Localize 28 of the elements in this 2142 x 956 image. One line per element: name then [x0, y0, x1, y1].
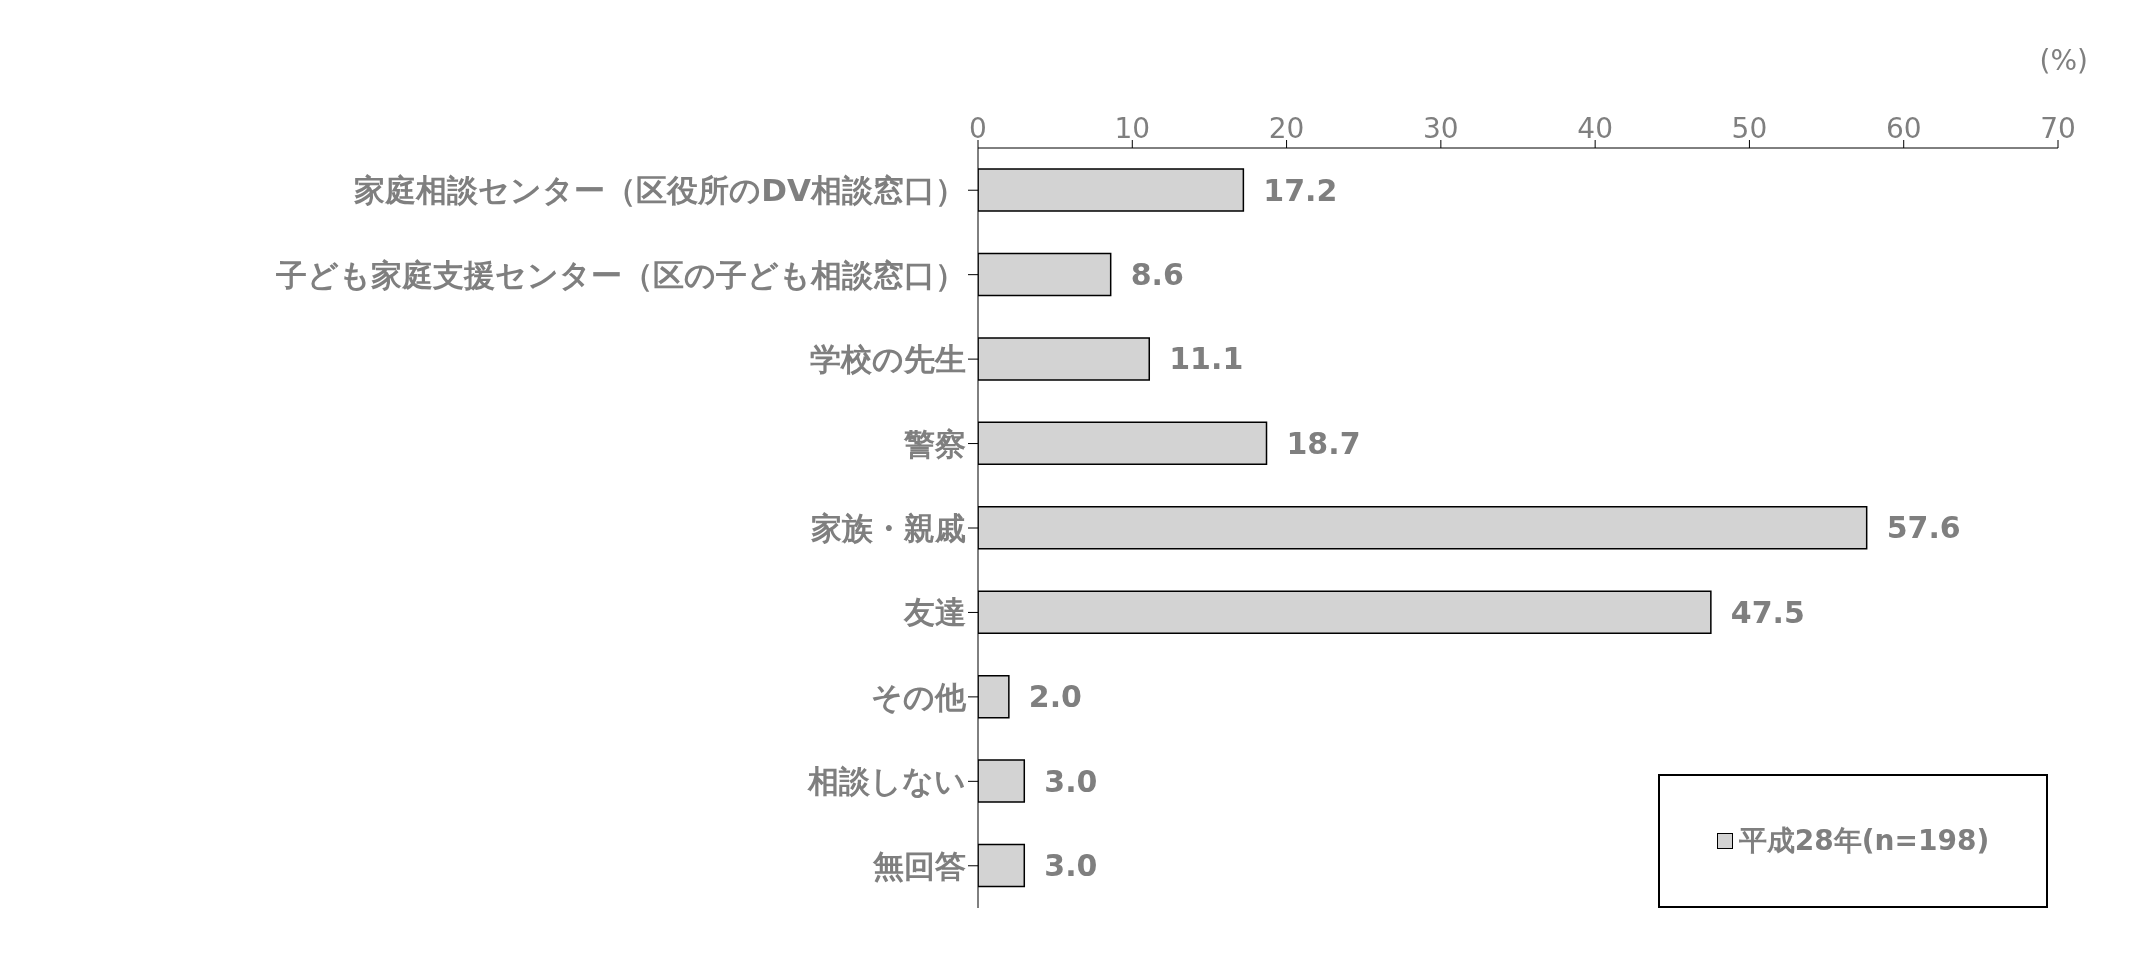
- y-tick-label: 相談しない: [807, 763, 966, 800]
- text: 18.7: [1286, 425, 1361, 461]
- y-tick-label: 家庭相談センター（区役所のDV相談窓口）: [354, 172, 966, 209]
- y-tick-label: 無回答: [872, 847, 966, 884]
- x-tick-label: 70: [2040, 112, 2076, 145]
- text: 3.0: [1044, 763, 1098, 799]
- x-tick-label: 50: [1731, 112, 1768, 145]
- x-tick-label: 20: [1268, 112, 1305, 145]
- x-tick-label: 40: [1577, 112, 1613, 145]
- y-tick-label: 子ども家庭支援センター（区の子ども相談窓口）: [275, 256, 966, 293]
- y-tick-label: 友達: [903, 594, 966, 631]
- y-tick-label: 家族・親戚: [811, 510, 966, 547]
- x-axis-title: (%): [2039, 44, 2088, 77]
- text: 3.0: [1044, 848, 1098, 884]
- text: 8.6: [1130, 256, 1184, 292]
- x-tick-label: 0: [969, 112, 987, 145]
- text: 2.0: [1028, 679, 1083, 715]
- y-tick-label: 学校の先生: [810, 341, 966, 378]
- text: 47.5: [1730, 594, 1805, 630]
- x-tick-label: 30: [1423, 112, 1459, 145]
- text: 11.1: [1169, 341, 1244, 377]
- y-tick-label: その他: [871, 678, 967, 715]
- y-tick-label: 警察: [903, 425, 966, 462]
- x-tick-label: 60: [1885, 112, 1922, 145]
- text: 57.6: [1886, 510, 1961, 546]
- x-tick-label: 10: [1114, 112, 1151, 145]
- text: 17.2: [1263, 172, 1338, 208]
- legend-label: 平成28年(n=198): [1738, 823, 1990, 859]
